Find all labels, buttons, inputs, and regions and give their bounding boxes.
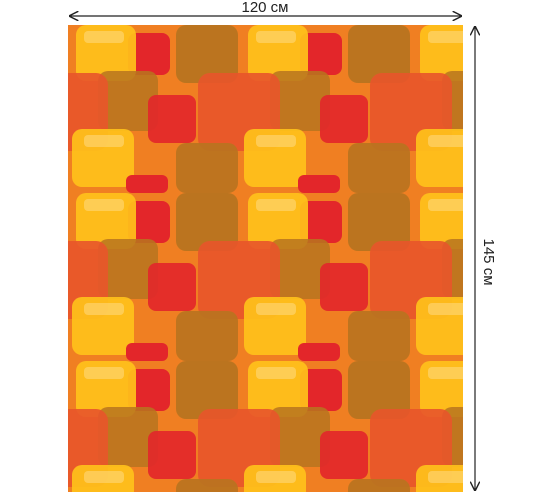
width-label: 120 см bbox=[241, 0, 288, 16]
fabric-pattern bbox=[68, 25, 463, 492]
height-label: 145 см bbox=[480, 238, 497, 285]
